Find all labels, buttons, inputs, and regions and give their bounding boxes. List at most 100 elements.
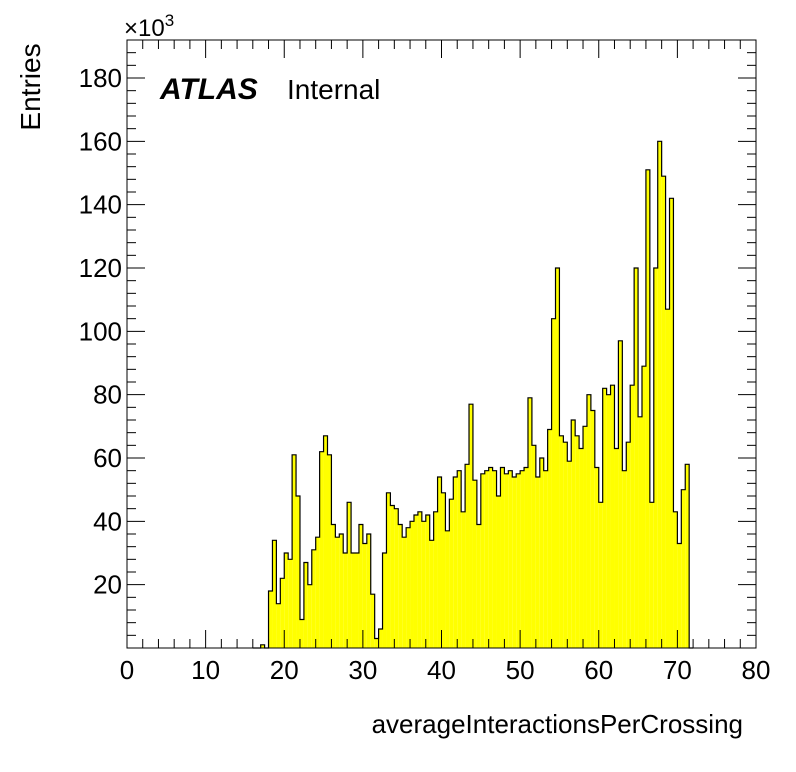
- histogram-bar: [303, 562, 308, 648]
- histogram-bar: [406, 527, 411, 648]
- histogram-bar: [645, 169, 650, 649]
- x-tick-label: 60: [584, 655, 613, 685]
- histogram-bar: [382, 553, 387, 648]
- histogram-bar: [606, 394, 611, 648]
- histogram-bar: [366, 534, 371, 648]
- histogram-bar: [634, 268, 639, 648]
- x-axis-title: averageInteractionsPerCrossing: [372, 709, 743, 739]
- histogram-bar: [299, 619, 304, 648]
- histogram-bar: [500, 467, 505, 648]
- histogram-bar: [398, 524, 403, 648]
- y-tick-label: 40: [93, 506, 122, 536]
- histogram-bar: [598, 502, 603, 648]
- histogram-bar: [508, 470, 513, 648]
- histogram-bar: [504, 473, 509, 648]
- histogram-bar: [386, 492, 391, 648]
- histogram-bar: [437, 477, 442, 648]
- histogram-bar: [319, 451, 324, 648]
- histogram-bar: [638, 416, 642, 648]
- histogram-bar: [590, 410, 595, 648]
- histogram-bars: [252, 140, 694, 649]
- histogram-bar: [665, 309, 670, 648]
- atlas-label: ATLAS: [159, 73, 258, 106]
- histogram-bar: [260, 644, 265, 648]
- y-tick-label: 20: [93, 570, 122, 600]
- histogram-bar: [586, 394, 591, 648]
- histogram-bar: [394, 508, 399, 648]
- histogram-bar: [323, 435, 328, 648]
- histogram-bar: [465, 464, 470, 648]
- x-tick-label: 40: [427, 655, 456, 685]
- histogram-bar: [268, 591, 273, 648]
- histogram-bar: [315, 537, 320, 648]
- histogram-bar: [622, 470, 627, 648]
- histogram-outline: [252, 140, 694, 649]
- histogram-bar: [488, 467, 493, 648]
- histogram-bar: [417, 511, 422, 648]
- histogram-bar: [449, 499, 454, 648]
- histogram-bar: [402, 537, 407, 648]
- plot-frame: [126, 39, 757, 649]
- histogram-bar: [551, 318, 556, 648]
- histogram-bar: [358, 524, 363, 648]
- histogram-bar: [571, 420, 576, 648]
- histogram-bar: [441, 492, 446, 648]
- histogram-bar: [496, 496, 501, 648]
- histogram-bar: [327, 454, 332, 648]
- histogram-bar: [311, 549, 316, 648]
- histogram-bar: [351, 553, 356, 648]
- y-tick-label: 120: [79, 253, 122, 283]
- histogram-bar: [492, 470, 497, 648]
- histogram-bar: [641, 366, 646, 648]
- y-tick-label: 180: [79, 63, 122, 93]
- histogram-bar: [610, 385, 615, 648]
- histogram-bar: [535, 477, 540, 648]
- x-tick-label: 0: [120, 655, 134, 685]
- histogram-bar: [524, 467, 528, 648]
- x-tick-label: 50: [506, 655, 535, 685]
- tick-labels: 0 10 20 30 40 50 60 70 80 20 40 60 80 100 120 140 160 180: [79, 63, 771, 685]
- histogram-bar: [362, 543, 367, 648]
- histogram-bar: [681, 489, 686, 648]
- histogram-bar: [413, 515, 418, 648]
- histogram-bar: [370, 594, 375, 648]
- histogram-bar: [433, 511, 438, 648]
- histogram-bar: [284, 553, 289, 648]
- histogram-bar: [685, 464, 690, 648]
- histogram-bar: [457, 470, 462, 648]
- x-tick-label: 70: [663, 655, 692, 685]
- histogram-bar: [653, 268, 658, 648]
- histogram-bar: [421, 521, 426, 648]
- histogram-bar: [355, 553, 359, 648]
- histogram-bar: [543, 470, 548, 648]
- histogram-bar: [461, 511, 466, 648]
- x-tick-label: 20: [270, 655, 299, 685]
- y-tick-label: 60: [93, 443, 122, 473]
- histogram-bar: [583, 426, 587, 648]
- histogram-bar: [555, 268, 560, 648]
- histogram-bar: [484, 470, 489, 648]
- histogram-bar: [563, 442, 568, 648]
- histogram-bar: [516, 473, 521, 648]
- x-tick-label: 30: [348, 655, 377, 685]
- histogram-bar: [410, 521, 414, 648]
- histogram-bar: [630, 385, 635, 648]
- histogram-bar: [579, 448, 584, 648]
- histogram-bar: [531, 445, 536, 648]
- histogram-bar: [378, 629, 383, 648]
- histogram-bar: [429, 540, 434, 648]
- histogram-bar: [347, 502, 352, 648]
- atlas-status-label: Internal: [287, 74, 380, 105]
- histogram-bar: [307, 584, 312, 648]
- y-tick-label: 140: [79, 190, 122, 220]
- histogram-bar: [669, 198, 674, 649]
- y-tick-label: 80: [93, 380, 122, 410]
- histogram-bar: [292, 454, 297, 648]
- histogram-bar: [594, 467, 599, 648]
- histogram-bar: [527, 397, 532, 648]
- histogram-bar: [480, 473, 485, 648]
- histogram-bar: [649, 502, 654, 648]
- histogram-bar: [512, 477, 517, 648]
- histogram-bar: [618, 340, 623, 648]
